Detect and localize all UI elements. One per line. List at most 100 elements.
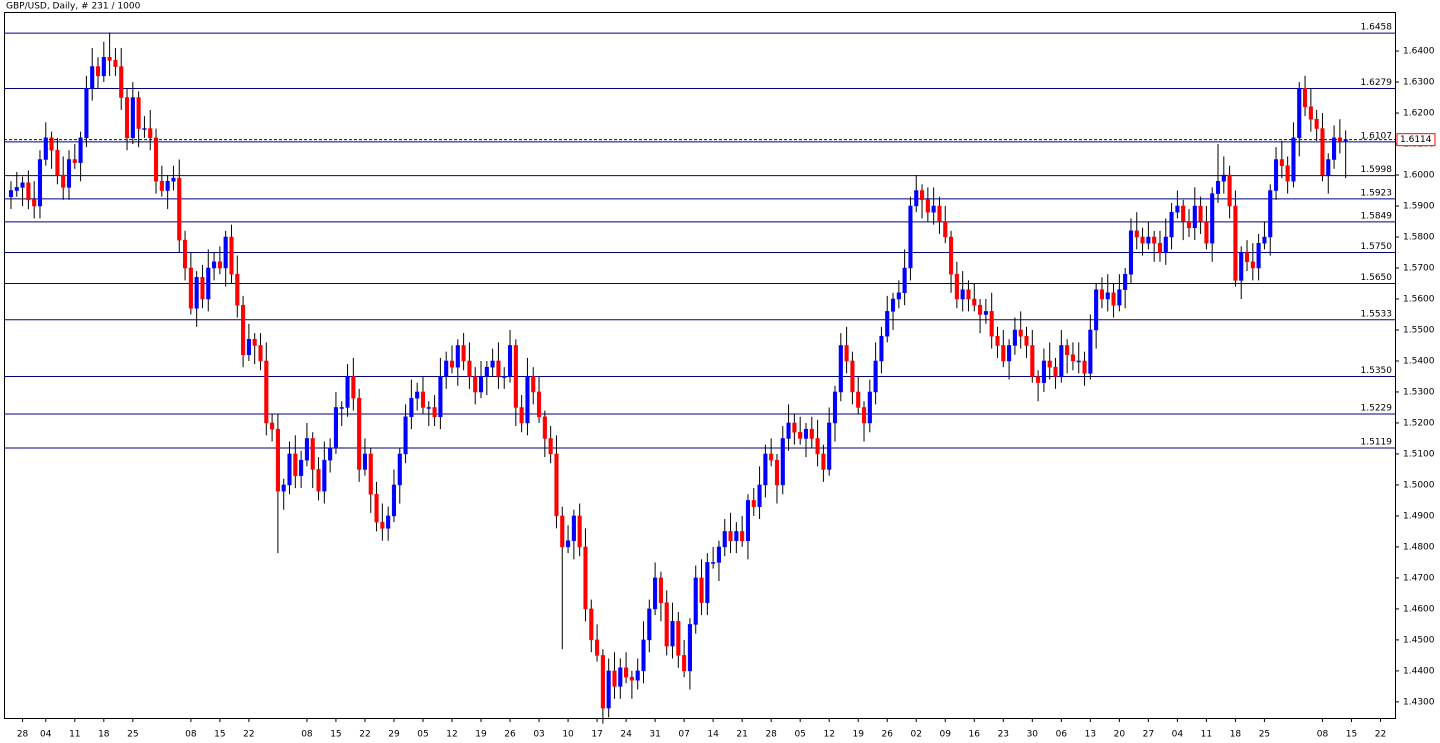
- candle-body: [595, 639, 600, 656]
- x-tick-label: 04: [40, 730, 52, 740]
- level-label: 1.5923: [1361, 188, 1393, 198]
- candle-body: [461, 345, 466, 362]
- x-tick-label: 26: [882, 730, 894, 740]
- candle-body: [1007, 345, 1012, 362]
- y-tick-label: 1.6200: [1403, 109, 1435, 119]
- x-tick-label: 09: [940, 730, 952, 740]
- candle-body: [357, 397, 362, 470]
- candle-body: [1332, 137, 1337, 160]
- candle-body: [148, 128, 153, 139]
- candle-body: [861, 407, 867, 424]
- candle-body: [1297, 87, 1302, 139]
- candle-body: [589, 608, 594, 641]
- x-tick-label: 12: [446, 730, 457, 740]
- y-tick-label: 1.6400: [1403, 47, 1435, 57]
- x-tick-label: 21: [736, 730, 747, 740]
- candle-body: [212, 261, 217, 269]
- candle-body: [177, 177, 182, 241]
- level-label-bg: [1359, 365, 1394, 376]
- candle-body: [600, 655, 605, 709]
- candle-body: [159, 180, 164, 191]
- candle-body: [345, 376, 350, 408]
- candle-body: [1094, 289, 1099, 331]
- candle-body: [1244, 252, 1250, 263]
- candle-body: [270, 422, 275, 430]
- level-label: 1.5849: [1361, 211, 1393, 221]
- candle-body: [264, 360, 269, 424]
- candle-body: [1198, 205, 1203, 222]
- level-label: 1.5229: [1361, 403, 1393, 413]
- candle-body: [716, 546, 721, 563]
- candle-body: [676, 621, 681, 656]
- candle-body: [792, 422, 797, 433]
- candle-body: [873, 360, 878, 393]
- candle-body: [20, 182, 25, 188]
- candle-body: [1053, 366, 1058, 377]
- x-tick-label: 06: [1056, 730, 1068, 740]
- candle-body: [1308, 106, 1313, 120]
- candle-body: [629, 676, 634, 681]
- candle-body: [827, 422, 832, 470]
- last-price-label: 1.6114: [1400, 135, 1432, 145]
- candle-body: [1268, 190, 1273, 238]
- x-tick-label: 04: [1172, 730, 1184, 740]
- candle-body: [1210, 193, 1215, 244]
- candle-body: [1001, 345, 1006, 362]
- candle-body: [751, 500, 756, 507]
- x-tick-label: 30: [1027, 730, 1039, 740]
- candle-body: [165, 180, 170, 191]
- candle-body: [635, 670, 640, 681]
- candle-body: [856, 391, 861, 408]
- candle-body: [206, 267, 211, 300]
- candle-body: [241, 304, 246, 356]
- level-label: 1.5119: [1361, 438, 1393, 448]
- level-label-bg: [1359, 164, 1394, 175]
- y-tick-label: 1.5900: [1403, 202, 1435, 212]
- candle-body: [444, 360, 449, 377]
- y-tick-label: 1.6300: [1403, 78, 1435, 88]
- candle-body: [769, 453, 774, 461]
- candle-body: [1047, 360, 1052, 368]
- candle-body: [624, 667, 629, 678]
- candle-body: [1326, 159, 1331, 176]
- candle-body: [478, 376, 484, 393]
- candle-body: [641, 639, 646, 672]
- x-tick-label: 11: [1201, 730, 1212, 740]
- x-tick-label: 12: [823, 730, 834, 740]
- candle-body: [1279, 159, 1284, 166]
- candle-body: [171, 177, 176, 182]
- candle-body: [322, 459, 327, 492]
- candle-body: [380, 521, 385, 529]
- candle-body: [107, 56, 112, 61]
- candle-body: [246, 339, 251, 356]
- candle-body: [896, 292, 901, 300]
- candle-body: [235, 273, 240, 306]
- candle-body: [711, 562, 716, 564]
- candle-body: [420, 391, 426, 408]
- y-tick-label: 1.4300: [1403, 697, 1435, 707]
- candle-body: [78, 137, 83, 163]
- candle-body: [142, 128, 147, 130]
- candle-body: [275, 428, 280, 492]
- level-label: 1.5750: [1361, 242, 1393, 252]
- candle-body: [258, 345, 263, 362]
- x-tick-label: 17: [591, 730, 602, 740]
- x-tick-label: 08: [301, 730, 313, 740]
- x-tick-label: 05: [417, 730, 428, 740]
- candle-body: [1256, 242, 1261, 269]
- candle-body: [1215, 180, 1221, 194]
- candle-body: [374, 493, 379, 523]
- candle-body: [1181, 205, 1186, 222]
- candle-body: [1059, 345, 1064, 377]
- y-tick-label: 1.6000: [1403, 171, 1435, 181]
- candle-body: [1262, 236, 1267, 244]
- candle-body: [757, 484, 762, 507]
- candle-body: [1134, 230, 1139, 238]
- candle-body: [1123, 273, 1128, 290]
- x-tick-label: 13: [1085, 730, 1096, 740]
- candle-body: [1099, 289, 1104, 300]
- candle-body: [513, 345, 518, 408]
- candle-body: [339, 407, 344, 409]
